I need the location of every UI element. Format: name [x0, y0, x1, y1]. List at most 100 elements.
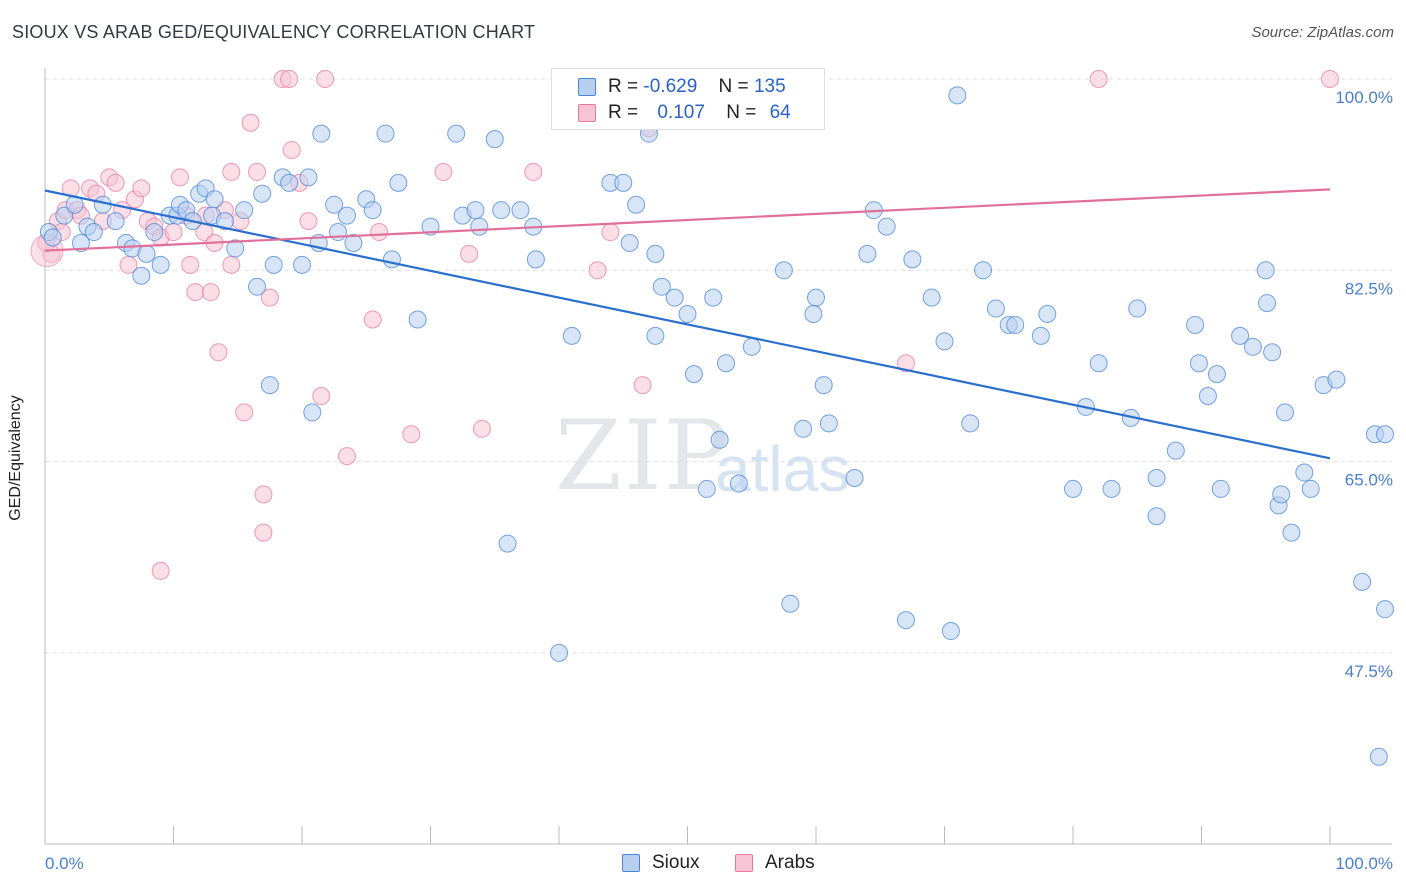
- arabs-point: [106, 173, 125, 192]
- sioux-point: [922, 288, 941, 307]
- sioux-point: [1272, 485, 1291, 504]
- sioux-point: [106, 212, 125, 231]
- arabs-point: [1321, 70, 1339, 88]
- arabs-trend-line: [44, 188, 1331, 252]
- trend-lines: [44, 188, 1331, 460]
- sioux-point: [717, 354, 736, 373]
- sioux-point: [325, 195, 344, 214]
- sioux-point: [1186, 315, 1205, 334]
- sioux-point: [1243, 337, 1262, 356]
- arabs-point: [132, 179, 151, 198]
- sioux-point: [697, 479, 716, 498]
- sioux-point: [710, 430, 729, 449]
- sioux-point: [941, 622, 960, 641]
- sioux-point: [819, 414, 838, 433]
- sioux-point: [1282, 523, 1301, 542]
- arabs-point: [209, 343, 228, 362]
- sioux-point: [620, 233, 639, 252]
- arabs-point: [370, 223, 389, 242]
- sioux-point: [1231, 326, 1250, 345]
- sioux-point: [774, 261, 793, 280]
- y-tick-label: 100.0%: [1335, 88, 1393, 107]
- sioux-point: [845, 468, 864, 487]
- arabs-point: [222, 162, 241, 181]
- arabs-point: [201, 283, 220, 302]
- sioux-point: [264, 255, 283, 274]
- arabs-point: [472, 419, 491, 438]
- arabs-point: [460, 244, 479, 263]
- arabs-point: [254, 523, 273, 542]
- sioux-point: [344, 233, 363, 252]
- sioux-point: [935, 332, 954, 351]
- sioux-point: [646, 326, 665, 345]
- sioux-point: [511, 201, 530, 220]
- sioux-point: [382, 250, 401, 269]
- arabs-legend-label: Arabs: [765, 852, 815, 873]
- arabs-point: [402, 425, 421, 444]
- arabs-point: [299, 212, 318, 231]
- sioux-point: [1038, 305, 1057, 324]
- sioux-point: [408, 310, 427, 329]
- x-tick-label: 0.0%: [45, 854, 84, 873]
- sioux-point: [1189, 354, 1208, 373]
- arabs-point: [588, 261, 607, 280]
- sioux-point: [804, 305, 823, 324]
- sioux-point: [742, 337, 761, 356]
- sioux-point: [363, 201, 382, 220]
- axes: [44, 68, 1392, 845]
- y-tick-label: 65.0%: [1345, 471, 1393, 490]
- sioux-point: [43, 228, 62, 247]
- sioux-point: [807, 288, 825, 307]
- sioux-point: [1327, 370, 1346, 389]
- arabs-point: [312, 387, 331, 406]
- sioux-point: [1263, 343, 1282, 362]
- correlation-legend: R = -0.629 N = 135 R = 0.107 N = 64: [551, 68, 825, 130]
- sioux-point: [1376, 425, 1394, 444]
- arabs-n-value: 64: [769, 102, 791, 123]
- sioux-point: [337, 206, 356, 225]
- y-tick-label: 82.5%: [1345, 279, 1393, 298]
- sioux-point: [312, 124, 331, 143]
- sioux-point: [1258, 294, 1277, 313]
- sioux-point: [71, 233, 90, 252]
- arabs-point: [282, 141, 301, 160]
- arabs-point: [170, 168, 189, 187]
- sioux-n-value: 135: [753, 76, 786, 97]
- sioux-point: [260, 376, 279, 395]
- y-tick-label: 47.5%: [1345, 662, 1393, 681]
- sioux-point: [1147, 507, 1166, 526]
- sioux-point: [1295, 463, 1314, 482]
- sioux-point: [492, 201, 511, 220]
- sioux-point: [903, 250, 922, 269]
- sioux-point: [614, 173, 633, 192]
- sioux-point: [1353, 572, 1372, 591]
- sioux-point: [137, 244, 156, 263]
- sioux-point: [485, 130, 504, 149]
- arabs-n-label: N =: [726, 102, 757, 123]
- sioux-trend-line: [44, 189, 1331, 460]
- sioux-point: [1256, 261, 1275, 280]
- sioux-point: [303, 403, 322, 422]
- sioux-point: [678, 305, 697, 324]
- arabs-point: [601, 223, 620, 242]
- sioux-point: [1064, 479, 1082, 498]
- arabs-r-label: R =: [608, 102, 639, 123]
- arabs-swatch: [578, 104, 596, 122]
- sioux-point: [1276, 403, 1295, 422]
- arabs-point: [254, 485, 273, 504]
- tick-labels: 100.0% 82.5% 65.0% 47.5% 0.0% 100.0%: [45, 88, 1393, 873]
- sioux-n-label: N =: [718, 76, 749, 97]
- sioux-point: [151, 255, 170, 274]
- sioux-point: [1198, 387, 1217, 406]
- sioux-point: [293, 255, 311, 274]
- sioux-point: [466, 201, 485, 220]
- sioux-point: [447, 124, 466, 143]
- sioux-point: [280, 173, 299, 192]
- arabs-point: [235, 403, 254, 422]
- arabs-legend-swatch: [735, 854, 753, 872]
- sioux-point: [986, 299, 1005, 318]
- sioux-point: [1301, 479, 1320, 498]
- arabs-point: [524, 162, 543, 181]
- sioux-point: [974, 261, 993, 280]
